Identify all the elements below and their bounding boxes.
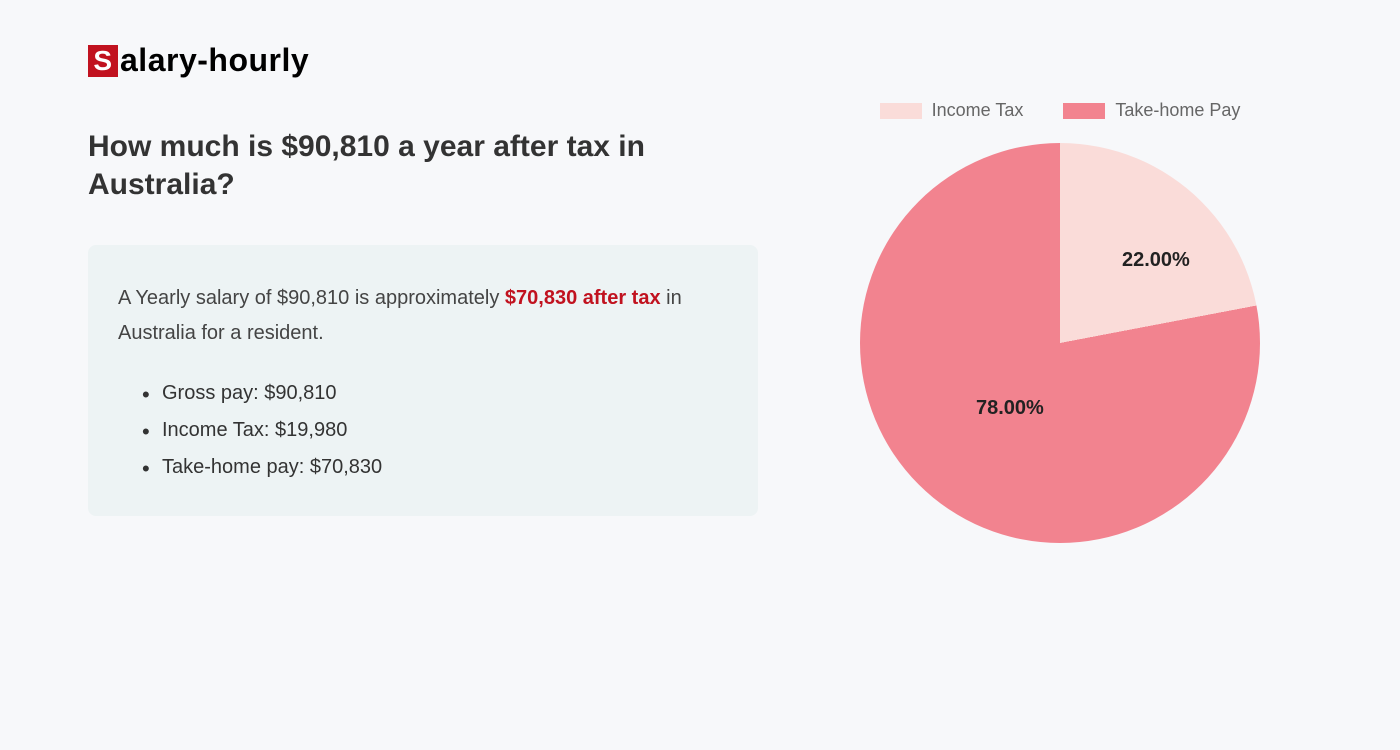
list-item: Income Tax: $19,980 [162, 412, 728, 449]
logo: Salary-hourly [88, 42, 309, 79]
legend-item-income-tax: Income Tax [880, 100, 1024, 121]
logo-text: alary-hourly [120, 42, 309, 79]
content-column: How much is $90,810 a year after tax in … [88, 128, 758, 516]
legend-swatch [880, 103, 922, 119]
summary-text: A Yearly salary of $90,810 is approximat… [118, 281, 728, 351]
summary-box: A Yearly salary of $90,810 is approximat… [88, 245, 758, 516]
summary-highlight: $70,830 after tax [505, 287, 661, 309]
legend-item-take-home: Take-home Pay [1063, 100, 1240, 121]
summary-list: Gross pay: $90,810 Income Tax: $19,980 T… [118, 375, 728, 486]
legend-label: Take-home Pay [1115, 100, 1240, 121]
summary-pre: A Yearly salary of $90,810 is approximat… [118, 287, 505, 309]
legend-swatch [1063, 103, 1105, 119]
logo-badge: S [88, 45, 118, 77]
pie-disc [860, 143, 1260, 543]
pie-chart: 22.00% 78.00% [860, 143, 1260, 543]
page-title: How much is $90,810 a year after tax in … [88, 128, 758, 203]
pie-slice-label: 22.00% [1122, 249, 1190, 272]
list-item: Take-home pay: $70,830 [162, 449, 728, 486]
chart-area: Income Tax Take-home Pay 22.00% 78.00% [800, 100, 1320, 543]
legend-label: Income Tax [932, 100, 1024, 121]
chart-legend: Income Tax Take-home Pay [800, 100, 1320, 121]
pie-slice-label: 78.00% [976, 397, 1044, 420]
list-item: Gross pay: $90,810 [162, 375, 728, 412]
